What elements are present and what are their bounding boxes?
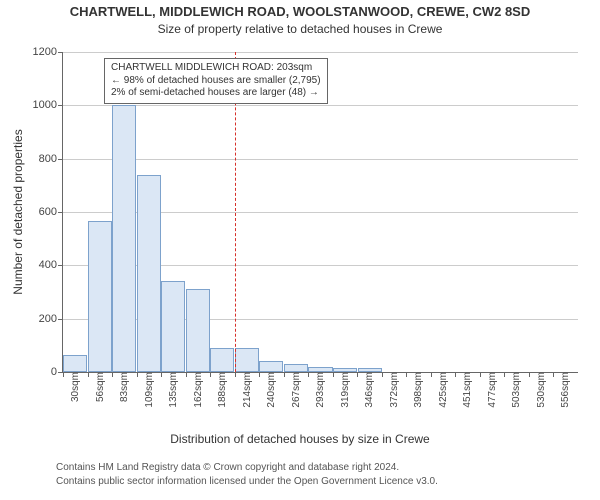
- x-tick-label: 214sqm: [238, 372, 253, 408]
- histogram-bar: [259, 361, 283, 372]
- x-tick-label: 425sqm: [434, 372, 449, 408]
- histogram-bar: [137, 175, 161, 372]
- x-tick-label: 451sqm: [458, 372, 473, 408]
- gridline: [63, 159, 578, 160]
- y-tick-label: 800: [39, 153, 63, 165]
- y-tick-label: 1200: [33, 46, 63, 58]
- x-tick-label: 240sqm: [262, 372, 277, 408]
- x-tick-mark: [88, 372, 89, 377]
- x-tick-mark: [259, 372, 260, 377]
- gridline: [63, 52, 578, 53]
- caption-line-2: ← 98% of detached houses are smaller (2,…: [111, 75, 321, 88]
- y-tick-label: 1000: [33, 99, 63, 111]
- x-tick-mark: [431, 372, 432, 377]
- x-tick-mark: [112, 372, 113, 377]
- x-tick-mark: [382, 372, 383, 377]
- y-tick-label: 0: [51, 366, 63, 378]
- x-tick-mark: [161, 372, 162, 377]
- x-tick-mark: [455, 372, 456, 377]
- footer-line-2: Contains public sector information licen…: [56, 476, 438, 487]
- histogram-bar: [112, 105, 136, 372]
- x-tick-label: 83sqm: [115, 372, 130, 402]
- footer-line-1: Contains HM Land Registry data © Crown c…: [56, 462, 399, 473]
- x-tick-label: 56sqm: [91, 372, 106, 402]
- caption-line-1: CHARTWELL MIDDLEWICH ROAD: 203sqm: [111, 62, 321, 75]
- y-tick-label: 400: [39, 259, 63, 271]
- chart-title: CHARTWELL, MIDDLEWICH ROAD, WOOLSTANWOOD…: [0, 4, 600, 19]
- x-tick-label: 109sqm: [140, 372, 155, 408]
- caption-line-3: 2% of semi-detached houses are larger (4…: [111, 87, 321, 100]
- x-tick-mark: [504, 372, 505, 377]
- histogram-bar: [284, 364, 308, 372]
- x-tick-label: 135sqm: [164, 372, 179, 408]
- chart-subtitle: Size of property relative to detached ho…: [0, 22, 600, 36]
- x-tick-mark: [357, 372, 358, 377]
- x-tick-label: 398sqm: [409, 372, 424, 408]
- x-axis-label: Distribution of detached houses by size …: [0, 432, 600, 446]
- histogram-bar: [161, 281, 185, 372]
- y-tick-label: 600: [39, 206, 63, 218]
- x-tick-label: 530sqm: [532, 372, 547, 408]
- y-tick-label: 200: [39, 313, 63, 325]
- x-tick-label: 556sqm: [556, 372, 571, 408]
- x-tick-mark: [235, 372, 236, 377]
- x-tick-label: 188sqm: [213, 372, 228, 408]
- x-tick-label: 503sqm: [507, 372, 522, 408]
- x-tick-label: 477sqm: [483, 372, 498, 408]
- gridline: [63, 105, 578, 106]
- x-tick-mark: [63, 372, 64, 377]
- x-tick-label: 162sqm: [189, 372, 204, 408]
- histogram-bar: [210, 348, 234, 372]
- histogram-bar: [235, 348, 259, 372]
- y-axis-label: Number of detached properties: [11, 122, 25, 302]
- x-tick-mark: [210, 372, 211, 377]
- chart-container: CHARTWELL, MIDDLEWICH ROAD, WOOLSTANWOOD…: [0, 0, 600, 500]
- x-tick-mark: [333, 372, 334, 377]
- x-tick-mark: [553, 372, 554, 377]
- histogram-bar: [63, 355, 87, 372]
- histogram-bar: [186, 289, 210, 372]
- x-tick-mark: [480, 372, 481, 377]
- x-tick-label: 30sqm: [66, 372, 81, 402]
- x-tick-mark: [529, 372, 530, 377]
- x-tick-label: 346sqm: [360, 372, 375, 408]
- x-tick-mark: [137, 372, 138, 377]
- x-tick-label: 293sqm: [311, 372, 326, 408]
- x-tick-mark: [308, 372, 309, 377]
- x-tick-label: 267sqm: [287, 372, 302, 408]
- x-tick-mark: [186, 372, 187, 377]
- histogram-bar: [88, 221, 112, 372]
- x-tick-mark: [284, 372, 285, 377]
- caption-box: CHARTWELL MIDDLEWICH ROAD: 203sqm ← 98% …: [104, 58, 328, 104]
- x-tick-label: 372sqm: [385, 372, 400, 408]
- x-tick-label: 319sqm: [336, 372, 351, 408]
- x-tick-mark: [406, 372, 407, 377]
